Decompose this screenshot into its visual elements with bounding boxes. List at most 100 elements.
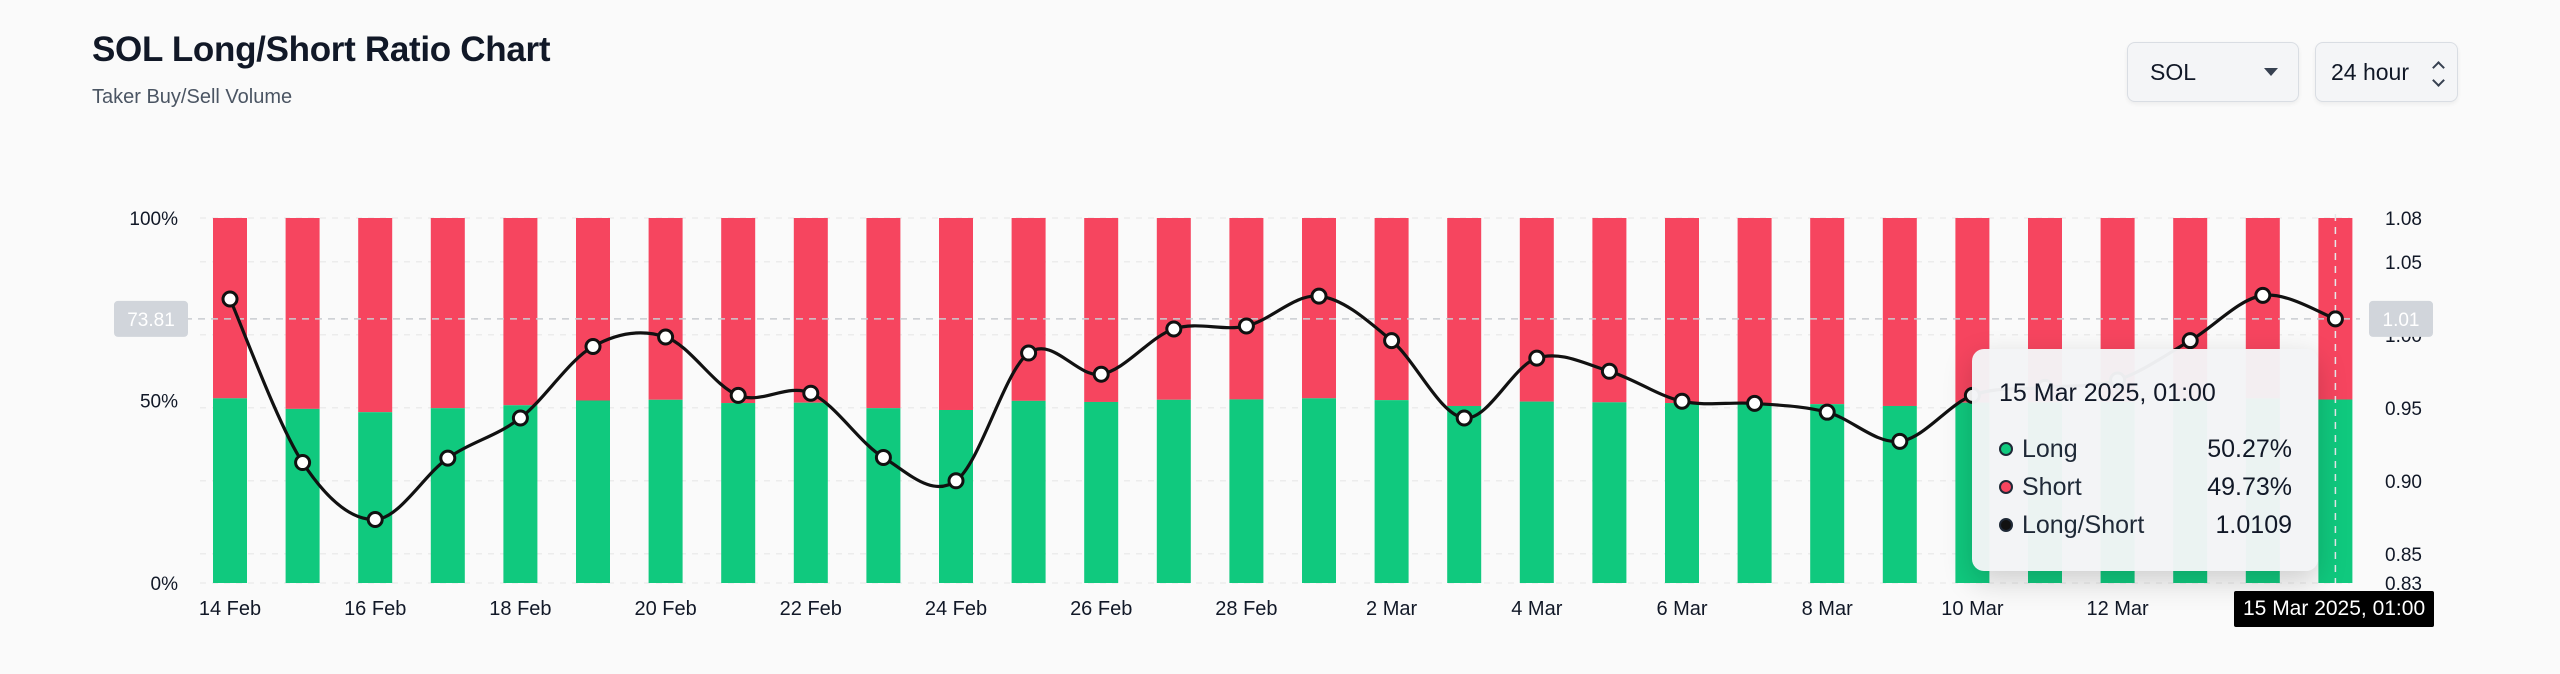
short-bar xyxy=(1519,218,1554,402)
tooltip-row-ratio: Long/Short 1.0109 xyxy=(1999,506,2292,544)
ratio-point xyxy=(1165,320,1183,338)
ratio-point xyxy=(221,290,239,308)
ratio-dot-icon xyxy=(1999,518,2013,532)
short-bar xyxy=(1447,218,1482,406)
ratio-point xyxy=(2254,286,2272,304)
x-tick-label: 8 Mar xyxy=(1802,598,1853,620)
long-bar xyxy=(1229,399,1264,583)
long-bar xyxy=(1810,404,1845,583)
crosshair-left-label: 73.81 xyxy=(127,310,175,331)
chart-controls: SOL 24 hour xyxy=(2127,42,2458,102)
period-select[interactable]: 24 hour xyxy=(2315,42,2458,102)
long-bar xyxy=(1882,405,1917,583)
tooltip-value: 1.0109 xyxy=(2215,510,2292,539)
short-bar xyxy=(866,218,901,409)
period-select-value: 24 hour xyxy=(2331,58,2410,85)
tooltip-label: Long xyxy=(2022,434,2078,463)
long-bar xyxy=(793,402,828,583)
x-tick-label: 6 Mar xyxy=(1656,598,1707,620)
long-bar xyxy=(1156,399,1191,583)
symbol-select[interactable]: SOL xyxy=(2127,42,2299,102)
y-left-tick-label: 100% xyxy=(129,209,178,230)
ratio-point xyxy=(657,328,675,346)
tooltip-label: Short xyxy=(2022,472,2082,501)
ratio-point xyxy=(1746,394,1764,412)
crosshair-left-badge xyxy=(114,300,188,337)
ratio-point xyxy=(1673,392,1691,410)
short-bar xyxy=(1374,218,1409,401)
y-left-tick-label: 50% xyxy=(140,392,178,413)
short-bar xyxy=(1737,218,1772,404)
x-tick-label: 22 Feb xyxy=(780,598,842,620)
ratio-point xyxy=(2326,310,2344,328)
ratio-point xyxy=(1383,332,1401,350)
long-bar xyxy=(1374,400,1409,583)
long-bar xyxy=(1302,398,1336,583)
ratio-point xyxy=(2181,332,2199,350)
short-dot-icon xyxy=(1999,480,2013,494)
short-bar xyxy=(721,218,756,404)
short-bar xyxy=(213,218,247,399)
ratio-point xyxy=(1891,432,1909,450)
long-bar xyxy=(648,399,683,583)
x-tick-label: 16 Feb xyxy=(344,598,406,620)
tooltip-date: 15 Mar 2025, 01:00 xyxy=(1999,379,2216,407)
page-subtitle: Taker Buy/Sell Volume xyxy=(92,86,293,108)
short-bar xyxy=(1302,218,1336,399)
long-bar xyxy=(1519,401,1554,583)
long-bar xyxy=(1447,405,1482,583)
x-tick-label: 4 Mar xyxy=(1511,598,1562,620)
ratio-point xyxy=(802,384,820,402)
y-right-tick-label: 1.05 xyxy=(2385,253,2422,274)
short-bar xyxy=(793,218,828,403)
y-right-tick-label: 0.83 xyxy=(2385,574,2422,595)
ratio-point xyxy=(439,449,457,467)
crosshair-x-label: 15 Mar 2025, 01:00 xyxy=(2234,591,2435,627)
x-tick-label: 18 Feb xyxy=(489,598,551,620)
ratio-point xyxy=(1600,362,1618,380)
chevron-down-icon xyxy=(2264,68,2278,76)
ratio-point xyxy=(584,337,602,355)
ratio-point xyxy=(947,472,965,490)
x-tick-label: 14 Feb xyxy=(199,598,261,620)
short-bar xyxy=(430,218,465,409)
short-bar xyxy=(285,218,320,409)
long-bar xyxy=(430,408,465,583)
ratio-point xyxy=(1528,349,1546,367)
x-tick-label: 28 Feb xyxy=(1215,598,1277,620)
short-bar xyxy=(576,218,610,401)
ratio-point xyxy=(1818,403,1836,421)
short-bar xyxy=(358,218,393,413)
short-bar xyxy=(1011,218,1046,401)
ratio-point xyxy=(1237,317,1255,335)
ratio-point xyxy=(366,510,384,528)
ratio-point xyxy=(1455,409,1473,427)
x-tick-label: 20 Feb xyxy=(634,598,696,620)
long-bar xyxy=(285,408,320,583)
long-dot-icon xyxy=(1999,442,2013,456)
short-bar xyxy=(1810,218,1845,405)
y-left-tick-label: 0% xyxy=(151,574,179,595)
x-tick-label: 24 Feb xyxy=(925,598,987,620)
tooltip-value: 49.73% xyxy=(2207,472,2292,501)
long-bar xyxy=(1592,402,1627,583)
chart-tooltip: 15 Mar 2025, 01:00 Long 50.27% Short 49.… xyxy=(1972,349,2318,571)
page-title: SOL Long/Short Ratio Chart xyxy=(92,30,551,69)
crosshair-right-badge xyxy=(2369,300,2433,337)
tooltip-row-short: Short 49.73% xyxy=(1999,468,2292,506)
long-bar xyxy=(1665,403,1699,583)
long-bar xyxy=(1011,400,1046,583)
long-bar xyxy=(213,398,247,583)
y-right-tick-label: 1.08 xyxy=(2385,209,2422,230)
long-bar xyxy=(503,405,538,583)
tooltip-row-long: Long 50.27% xyxy=(1999,430,2292,468)
long-bar xyxy=(358,412,393,583)
ratio-point xyxy=(1020,344,1038,362)
short-bar xyxy=(1882,218,1917,406)
short-bar xyxy=(648,218,683,400)
crosshair-right-label: 1.01 xyxy=(2383,310,2420,331)
long-bar xyxy=(721,403,756,583)
long-bar xyxy=(576,400,610,583)
ratio-point xyxy=(294,454,312,472)
